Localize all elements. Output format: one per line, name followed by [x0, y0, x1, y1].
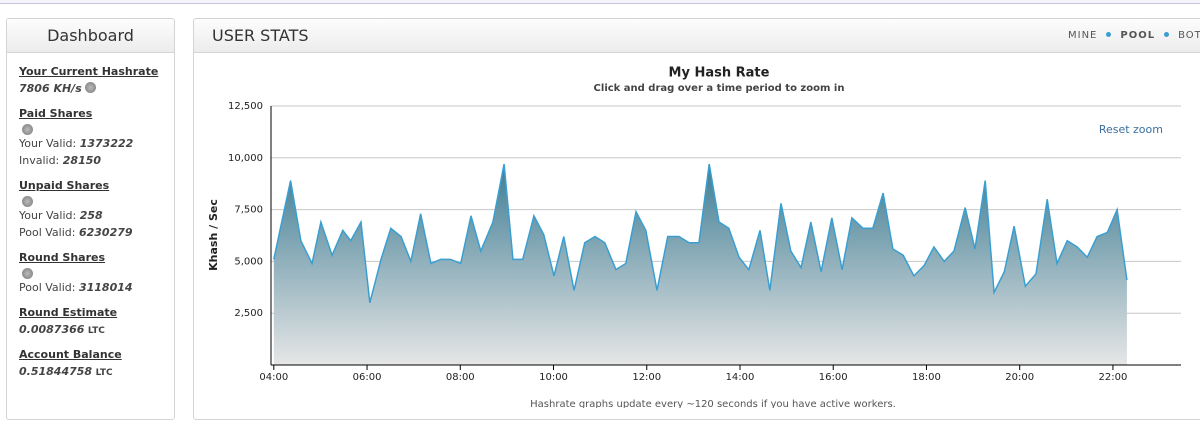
stat-heading-text: Account Balance	[19, 348, 122, 361]
stat-unit: LTC	[95, 368, 113, 378]
stat-heading-text: Round Shares	[19, 251, 106, 264]
area	[273, 164, 1127, 365]
x-tick-label: 20:00	[1005, 372, 1034, 383]
stat-section: Round Estimate 0.0087366 LTC	[19, 306, 174, 336]
stat-line: 0.0087366 LTC	[19, 323, 174, 336]
stat-heading: Unpaid Shares	[19, 179, 174, 192]
stat-value: 0.51844758	[19, 365, 93, 378]
stat-heading-text: Round Estimate	[19, 306, 118, 319]
stat-heading-text: Paid Shares	[19, 107, 93, 120]
tabs: MINE POOL BOTH	[1068, 19, 1200, 52]
tab-dot	[1164, 32, 1170, 37]
stat-label: Your Valid:	[19, 209, 77, 222]
stat-value: 258	[79, 209, 103, 222]
info-wrap	[19, 268, 33, 281]
panel-header: USER STATS MINE POOL BOTH	[194, 19, 1200, 53]
stat-value: 0.0087366	[19, 323, 85, 336]
stat-unit: LTC	[87, 326, 105, 336]
info-wrap	[19, 124, 33, 137]
stat-section: Round Shares Pool Valid: 3118014	[19, 251, 174, 294]
panel-title: USER STATS	[212, 26, 309, 45]
chart-subtitle: Click and drag over a time period to zoo…	[594, 83, 845, 94]
y-axis-label: Khash / Sec	[207, 199, 220, 271]
stat-value: 3118014	[78, 281, 133, 294]
stat-label: Your Valid:	[19, 137, 77, 150]
stat-line: Pool Valid: 6230279	[19, 226, 174, 239]
x-tick-label: 12:00	[632, 372, 661, 383]
y-tick-label: 2,500	[234, 308, 263, 319]
stat-section: Account Balance 0.51844758 LTC	[19, 348, 174, 378]
stat-heading-text: Your Current Hashrate	[19, 65, 159, 78]
footer-note: Hashrate graphs update every ~120 second…	[530, 399, 896, 408]
tab-dot	[1106, 32, 1112, 37]
info-icon	[84, 82, 96, 93]
main-panel: USER STATS MINE POOL BOTH My Hash Rate Cli…	[193, 18, 1200, 420]
stats: Your Current Hashrate 7806 KH/s Paid Share…	[7, 65, 174, 378]
line	[273, 163, 1128, 304]
stat-value: 6230279	[78, 226, 133, 239]
stat-label: Pool Valid:	[19, 226, 76, 239]
info-wrap	[19, 196, 33, 209]
chart-title: My Hash Rate	[669, 66, 770, 81]
stat-line: Your Valid: 258	[19, 209, 174, 222]
stat-heading: Round Estimate	[19, 306, 174, 319]
stat-line: Pool Valid: 3118014	[19, 281, 174, 294]
stat-line: Invalid: 28150	[19, 154, 174, 167]
stat-section: Unpaid Shares Your Valid: 258 Pool Valid: …	[19, 179, 174, 239]
y-tick-label: 12,500	[228, 101, 263, 112]
tab[interactable]: MINE	[1068, 30, 1098, 41]
stat-section: Your Current Hashrate 7806 KH/s	[19, 65, 174, 95]
x-tick-label: 10:00	[539, 372, 568, 383]
stat-heading: Your Current Hashrate	[19, 65, 174, 78]
stat-label: Pool Valid:	[19, 281, 76, 294]
x-tick-label: 16:00	[819, 372, 848, 383]
tab[interactable]: POOL	[1120, 30, 1156, 41]
info-icon	[22, 124, 33, 135]
y-tick-label: 7,500	[234, 205, 263, 216]
info-icon	[22, 196, 33, 207]
sidebar-title: Dashboard	[7, 19, 174, 53]
stat-value: 7806 KH/s	[19, 82, 82, 95]
x-tick-label: 04:00	[259, 372, 288, 383]
x-tick-label: 14:00	[726, 372, 755, 383]
chart: My Hash Rate Click and drag over a time …	[207, 66, 1181, 408]
stat-value: 28150	[62, 154, 102, 167]
stat-label: Invalid:	[19, 154, 60, 167]
y-tick-label: 5,000	[234, 256, 263, 267]
stat-heading: Round Shares	[19, 251, 174, 264]
stat-heading: Account Balance	[19, 348, 174, 361]
x-tick-label: 08:00	[446, 372, 475, 383]
x-tick-label: 06:00	[353, 372, 382, 383]
y-tick-label: 10,000	[228, 153, 263, 164]
x-tick-label: 22:00	[1099, 372, 1128, 383]
stat-heading: Paid Shares	[19, 107, 174, 120]
stat-heading-text: Unpaid Shares	[19, 179, 110, 192]
stat-line: Your Valid: 1373222	[19, 137, 174, 150]
stat-line: 0.51844758 LTC	[19, 365, 174, 378]
info-icon	[22, 268, 33, 279]
stat-line: 7806 KH/s	[19, 82, 174, 95]
stat-value: 1373222	[79, 137, 134, 150]
top-bar	[0, 0, 1200, 4]
tab[interactable]: BOTH	[1178, 30, 1200, 41]
sidebar: Dashboard Your Current Hashrate 7806 KH/s…	[6, 18, 175, 420]
x-tick-label: 18:00	[912, 372, 941, 383]
reset-zoom[interactable]: Reset zoom	[1099, 123, 1163, 136]
stat-section: Paid Shares Your Valid: 1373222 Invalid: 2…	[19, 107, 174, 167]
